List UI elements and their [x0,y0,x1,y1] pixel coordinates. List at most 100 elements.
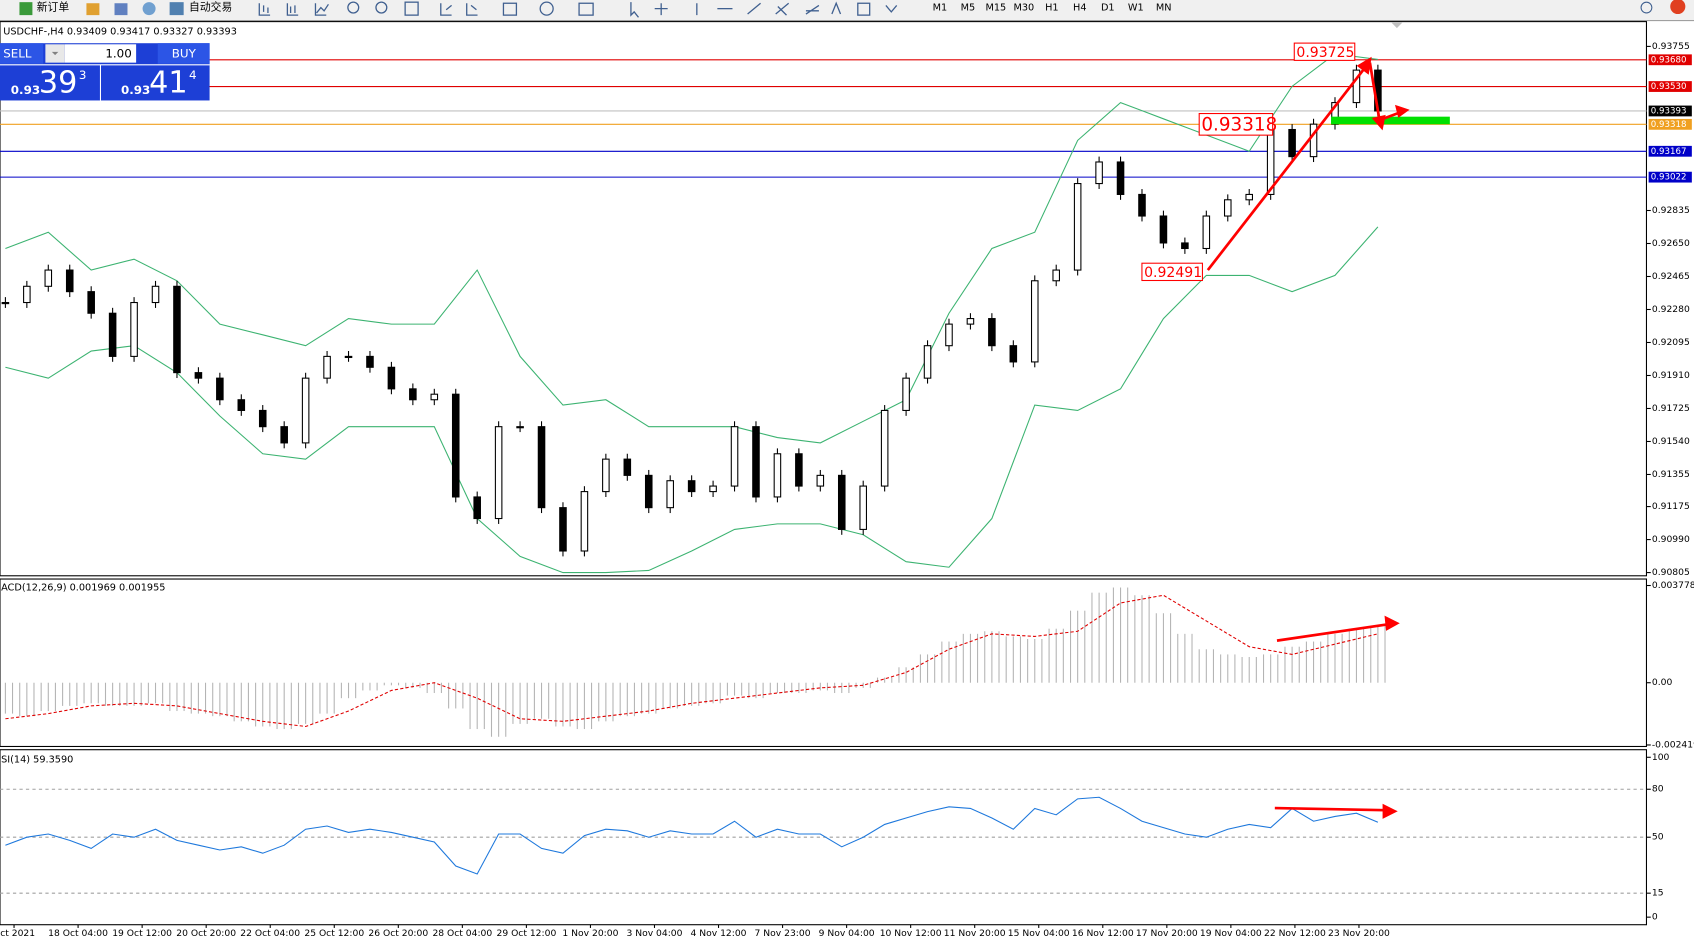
candle-body [237,399,246,411]
candle-body [387,366,396,390]
search-icon[interactable] [1640,1,1653,14]
candle-body [1,301,10,305]
ask-small[interactable]: 4 [189,68,197,82]
macd-signal [5,594,1379,728]
price-annotation: 0.93318 [1201,114,1277,135]
timeframe-button[interactable]: M15 [985,3,1006,14]
fibonacci[interactable] [805,4,820,15]
candle-tool[interactable] [286,3,299,16]
y-tick-label: 0.91175 [1652,501,1690,512]
y-tick-label: 0.90990 [1652,534,1690,545]
candle-body [988,318,996,347]
price-tag-label: 0.93318 [1651,120,1687,130]
y-tick-label: 0.92280 [1652,304,1690,315]
rsi-line [5,796,1379,875]
candle-body [130,301,138,357]
zoom-in[interactable] [347,1,360,14]
ask-prefix[interactable]: 0.93 [121,83,150,97]
timeframe-button[interactable]: M5 [961,3,976,14]
auto-trading-icon[interactable] [169,2,184,16]
y-tick-label: 80 [1652,784,1664,795]
new-order-button[interactable]: 新订单 [37,0,70,14]
x-tick-label: 7 Nov 23:00 [755,928,811,939]
zoom-out[interactable] [375,1,388,14]
cursor[interactable] [630,2,639,18]
trendline[interactable] [747,2,761,15]
new-order-icon[interactable] [19,2,33,16]
indicators[interactable] [502,2,518,16]
price-tag [1648,105,1692,117]
timeframe-button[interactable]: H1 [1045,3,1059,14]
candle-body [1223,199,1232,217]
x-tick-label: 3 Nov 04:00 [626,928,682,939]
timeframe-button[interactable]: M1 [933,3,948,14]
timeframe-button[interactable]: D1 [1101,3,1115,14]
candle-body [752,426,760,498]
sell-label[interactable]: SELL [3,47,32,61]
toolbar-icon[interactable] [86,3,100,16]
buy-label[interactable]: BUY [172,47,197,61]
arrow-head [1394,104,1410,118]
buy-button[interactable] [157,43,210,64]
timeframe-button[interactable]: W1 [1128,3,1144,14]
price-tag-label: 0.93680 [1651,55,1687,65]
candle-body [409,388,417,401]
candle-body [87,291,95,314]
y-tick-label: -0.002419 [1652,739,1694,750]
x-tick-label: 26 Oct 20:00 [368,928,428,939]
channel[interactable] [775,2,790,16]
sell-button[interactable] [0,43,44,64]
price-tag [1648,81,1692,92]
candle-body [837,474,846,530]
ask-big[interactable]: 41 [149,66,187,101]
candle-body [1095,161,1103,185]
crosshair[interactable] [654,3,668,16]
notification-icon[interactable] [1670,0,1686,15]
x-tick-label: 22 Oct 04:00 [240,928,300,939]
templates[interactable] [578,2,594,16]
text-tool[interactable] [831,1,842,15]
bid-big[interactable]: 39 [39,66,77,101]
candle-body [773,453,782,498]
candle-body [1181,242,1189,250]
arrow-head [1384,615,1400,631]
toolbar-icon[interactable] [142,2,156,16]
lot-value[interactable]: 1.00 [105,47,131,61]
periods[interactable] [539,1,554,16]
timeframe-button[interactable]: M30 [1013,3,1034,14]
timeframe-button[interactable]: H4 [1073,3,1087,14]
y-tick-label: 0.91355 [1652,469,1690,480]
candle-body [687,480,696,493]
price-tag [1648,145,1692,157]
bid-small[interactable]: 3 [79,68,87,82]
price-tag-label: 0.93022 [1651,173,1687,183]
toolbar-tools [258,1,898,18]
symbol-title: USDCHF-,H4 0.93409 0.93417 0.93327 0.933… [3,26,237,37]
x-tick-label: 23 Nov 20:00 [1328,928,1390,939]
tile-windows[interactable] [404,1,419,16]
candle-body [666,480,674,509]
line-tool[interactable] [314,3,329,16]
bid-prefix[interactable]: 0.93 [11,83,40,97]
candle-body [859,485,867,530]
y-tick-label: 0.00 [1652,677,1673,688]
candle-body [494,426,503,520]
timeframe-button[interactable]: MN [1156,3,1172,14]
price-tag [1648,118,1692,130]
arrows-tool[interactable] [885,4,898,13]
lot-input[interactable] [64,44,137,63]
autoscroll[interactable] [440,3,452,16]
toolbar-icon[interactable] [114,3,128,16]
label-tool[interactable] [857,2,871,16]
chart-shift[interactable] [466,3,478,16]
bar-chart-tool[interactable] [258,3,271,16]
candle-body [559,507,567,552]
candle-body [623,458,632,476]
x-tick-label: 18 Oct 04:00 [48,928,108,939]
candle-body [1309,123,1318,158]
x-tick-label: Oct 2021 [0,928,35,939]
auto-trading-button[interactable]: 自动交易 [189,0,232,14]
candle-body [108,312,117,357]
price-tag [1648,171,1692,183]
